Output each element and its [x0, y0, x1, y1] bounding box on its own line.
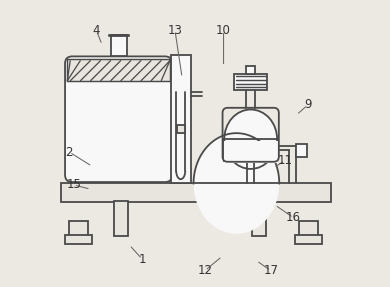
Text: 4: 4 [93, 24, 100, 37]
Bar [61, 183, 331, 202]
Bar [224, 141, 278, 164]
Text: 11: 11 [277, 154, 292, 167]
Text: 17: 17 [263, 264, 278, 277]
Bar [296, 144, 307, 157]
Bar [113, 201, 128, 236]
Ellipse shape [193, 133, 279, 234]
Polygon shape [193, 133, 279, 183]
Text: 2: 2 [66, 146, 73, 159]
Bar [177, 125, 185, 133]
Bar [67, 59, 170, 81]
Text: 10: 10 [216, 24, 231, 37]
Bar [234, 74, 267, 90]
FancyBboxPatch shape [65, 56, 172, 182]
Bar [299, 222, 318, 236]
Bar [65, 235, 92, 244]
Bar [111, 35, 127, 56]
Text: 12: 12 [197, 264, 213, 277]
Text: 9: 9 [304, 98, 312, 111]
Bar [224, 139, 277, 161]
Text: 1: 1 [138, 253, 146, 266]
Text: 16: 16 [286, 211, 301, 224]
Bar [246, 66, 255, 74]
Bar [171, 55, 191, 183]
Bar [69, 222, 88, 236]
Text: 15: 15 [66, 179, 81, 191]
Bar [295, 235, 322, 244]
Bar [252, 201, 266, 236]
Text: 13: 13 [168, 24, 183, 37]
Ellipse shape [224, 110, 277, 169]
